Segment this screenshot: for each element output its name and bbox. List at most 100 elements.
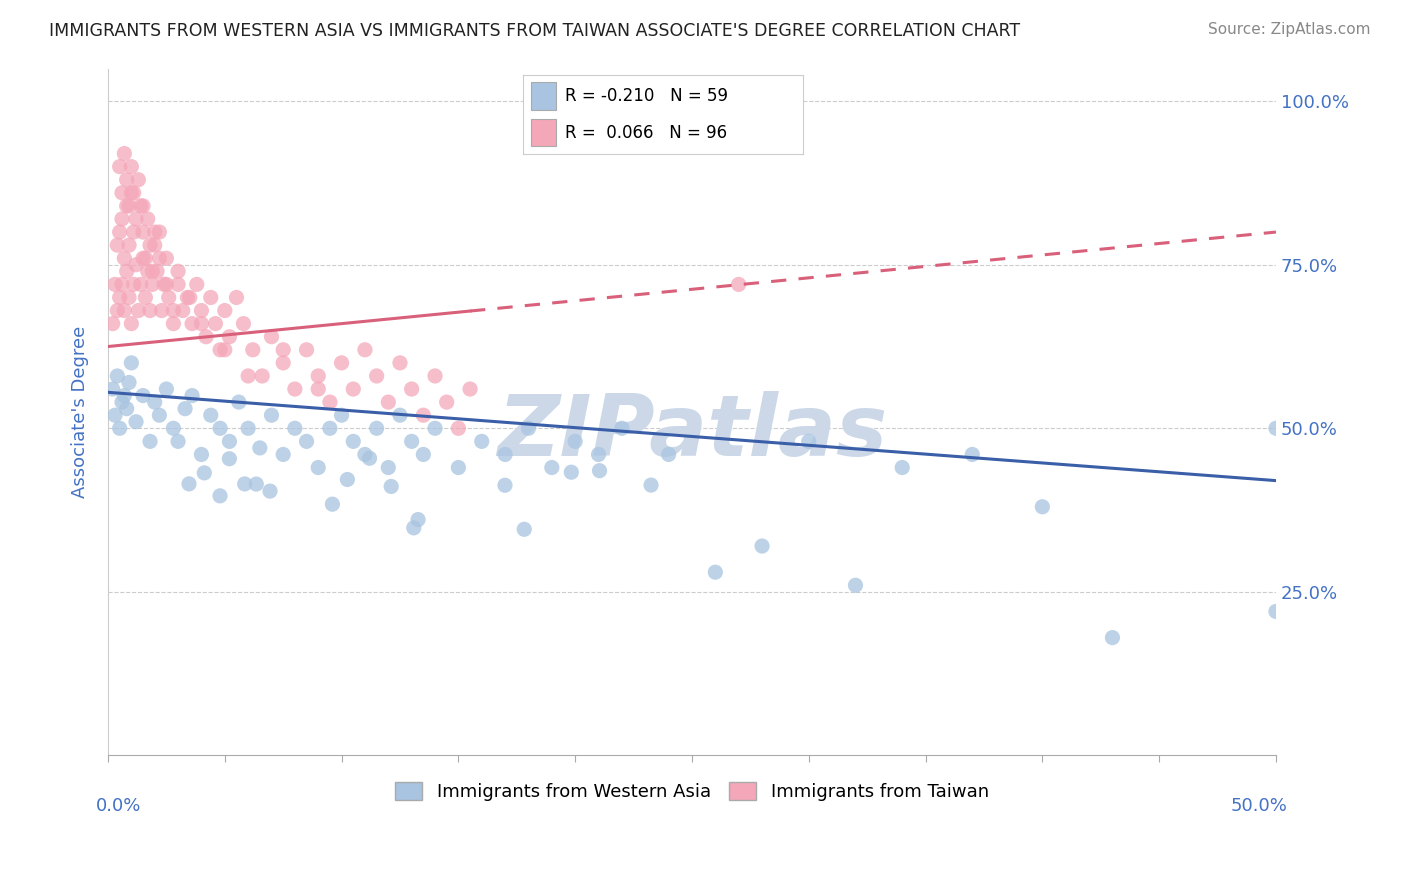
Point	[245, 477, 267, 491]
Point	[190, 303, 212, 318]
Point	[176, 290, 198, 304]
Point	[704, 565, 727, 579]
Point	[236, 421, 259, 435]
Point	[259, 484, 281, 499]
Point	[214, 343, 236, 357]
Point	[271, 343, 294, 357]
Point	[218, 329, 240, 343]
Point	[564, 434, 586, 449]
Point	[155, 277, 177, 292]
Text: IMMIGRANTS FROM WESTERN ASIA VS IMMIGRANTS FROM TAIWAN ASSOCIATE'S DEGREE CORREL: IMMIGRANTS FROM WESTERN ASIA VS IMMIGRAN…	[49, 22, 1021, 40]
Point	[143, 225, 166, 239]
Point	[1101, 631, 1123, 645]
Point	[640, 478, 662, 492]
Point	[494, 478, 516, 492]
Point	[122, 186, 145, 200]
Point	[115, 199, 138, 213]
Point	[209, 343, 232, 357]
Point	[111, 211, 134, 226]
Point	[588, 464, 610, 478]
Point	[146, 264, 169, 278]
Point	[494, 447, 516, 461]
Point	[271, 447, 294, 461]
Point	[540, 460, 562, 475]
Point	[127, 172, 149, 186]
Point	[388, 356, 411, 370]
Point	[319, 395, 342, 409]
Point	[190, 317, 212, 331]
Point	[359, 451, 381, 466]
Point	[260, 329, 283, 343]
Point	[108, 421, 131, 435]
Point	[148, 251, 170, 265]
Point	[377, 460, 399, 475]
Point	[112, 251, 135, 265]
Point	[321, 497, 343, 511]
Point	[104, 277, 127, 292]
Point	[111, 186, 134, 200]
Point	[307, 460, 329, 475]
Point	[129, 277, 152, 292]
Point	[122, 277, 145, 292]
Point	[1265, 421, 1288, 435]
Point	[120, 186, 142, 200]
Point	[218, 451, 240, 466]
Point	[242, 343, 264, 357]
Point	[125, 211, 148, 226]
Point	[118, 290, 141, 304]
Point	[330, 356, 353, 370]
Point	[139, 238, 162, 252]
Point	[658, 447, 681, 461]
Point	[120, 317, 142, 331]
Point	[727, 277, 749, 292]
Point	[193, 466, 215, 480]
Point	[336, 473, 359, 487]
Point	[232, 317, 254, 331]
Point	[751, 539, 773, 553]
Point	[101, 317, 124, 331]
Point	[101, 382, 124, 396]
Point	[129, 199, 152, 213]
Point	[513, 522, 536, 536]
Point	[167, 434, 190, 449]
Point	[115, 401, 138, 416]
Point	[354, 447, 377, 461]
Point	[132, 251, 155, 265]
Point	[412, 447, 434, 461]
Point	[172, 303, 194, 318]
Point	[284, 421, 307, 435]
Point	[377, 395, 399, 409]
Point	[125, 258, 148, 272]
Point	[122, 225, 145, 239]
Point	[132, 225, 155, 239]
Point	[1031, 500, 1053, 514]
Point	[610, 421, 633, 435]
Point	[342, 382, 364, 396]
Point	[200, 290, 222, 304]
Point	[380, 479, 402, 493]
Point	[195, 329, 218, 343]
Point	[136, 211, 159, 226]
Y-axis label: Associate's Degree: Associate's Degree	[72, 326, 89, 498]
Point	[157, 290, 180, 304]
Point	[174, 401, 197, 416]
Point	[143, 395, 166, 409]
Point	[167, 264, 190, 278]
Point	[588, 447, 610, 461]
Point	[307, 368, 329, 383]
Point	[423, 421, 446, 435]
Point	[366, 421, 388, 435]
Point	[177, 476, 200, 491]
Point	[962, 447, 984, 461]
Point	[134, 251, 156, 265]
Point	[108, 290, 131, 304]
Text: Source: ZipAtlas.com: Source: ZipAtlas.com	[1208, 22, 1371, 37]
Text: ZIPatlas: ZIPatlas	[496, 391, 887, 474]
Point	[118, 238, 141, 252]
Text: 0.0%: 0.0%	[96, 797, 142, 814]
Point	[295, 434, 318, 449]
Point	[136, 264, 159, 278]
Point	[127, 303, 149, 318]
Point	[436, 395, 458, 409]
Point	[209, 421, 232, 435]
